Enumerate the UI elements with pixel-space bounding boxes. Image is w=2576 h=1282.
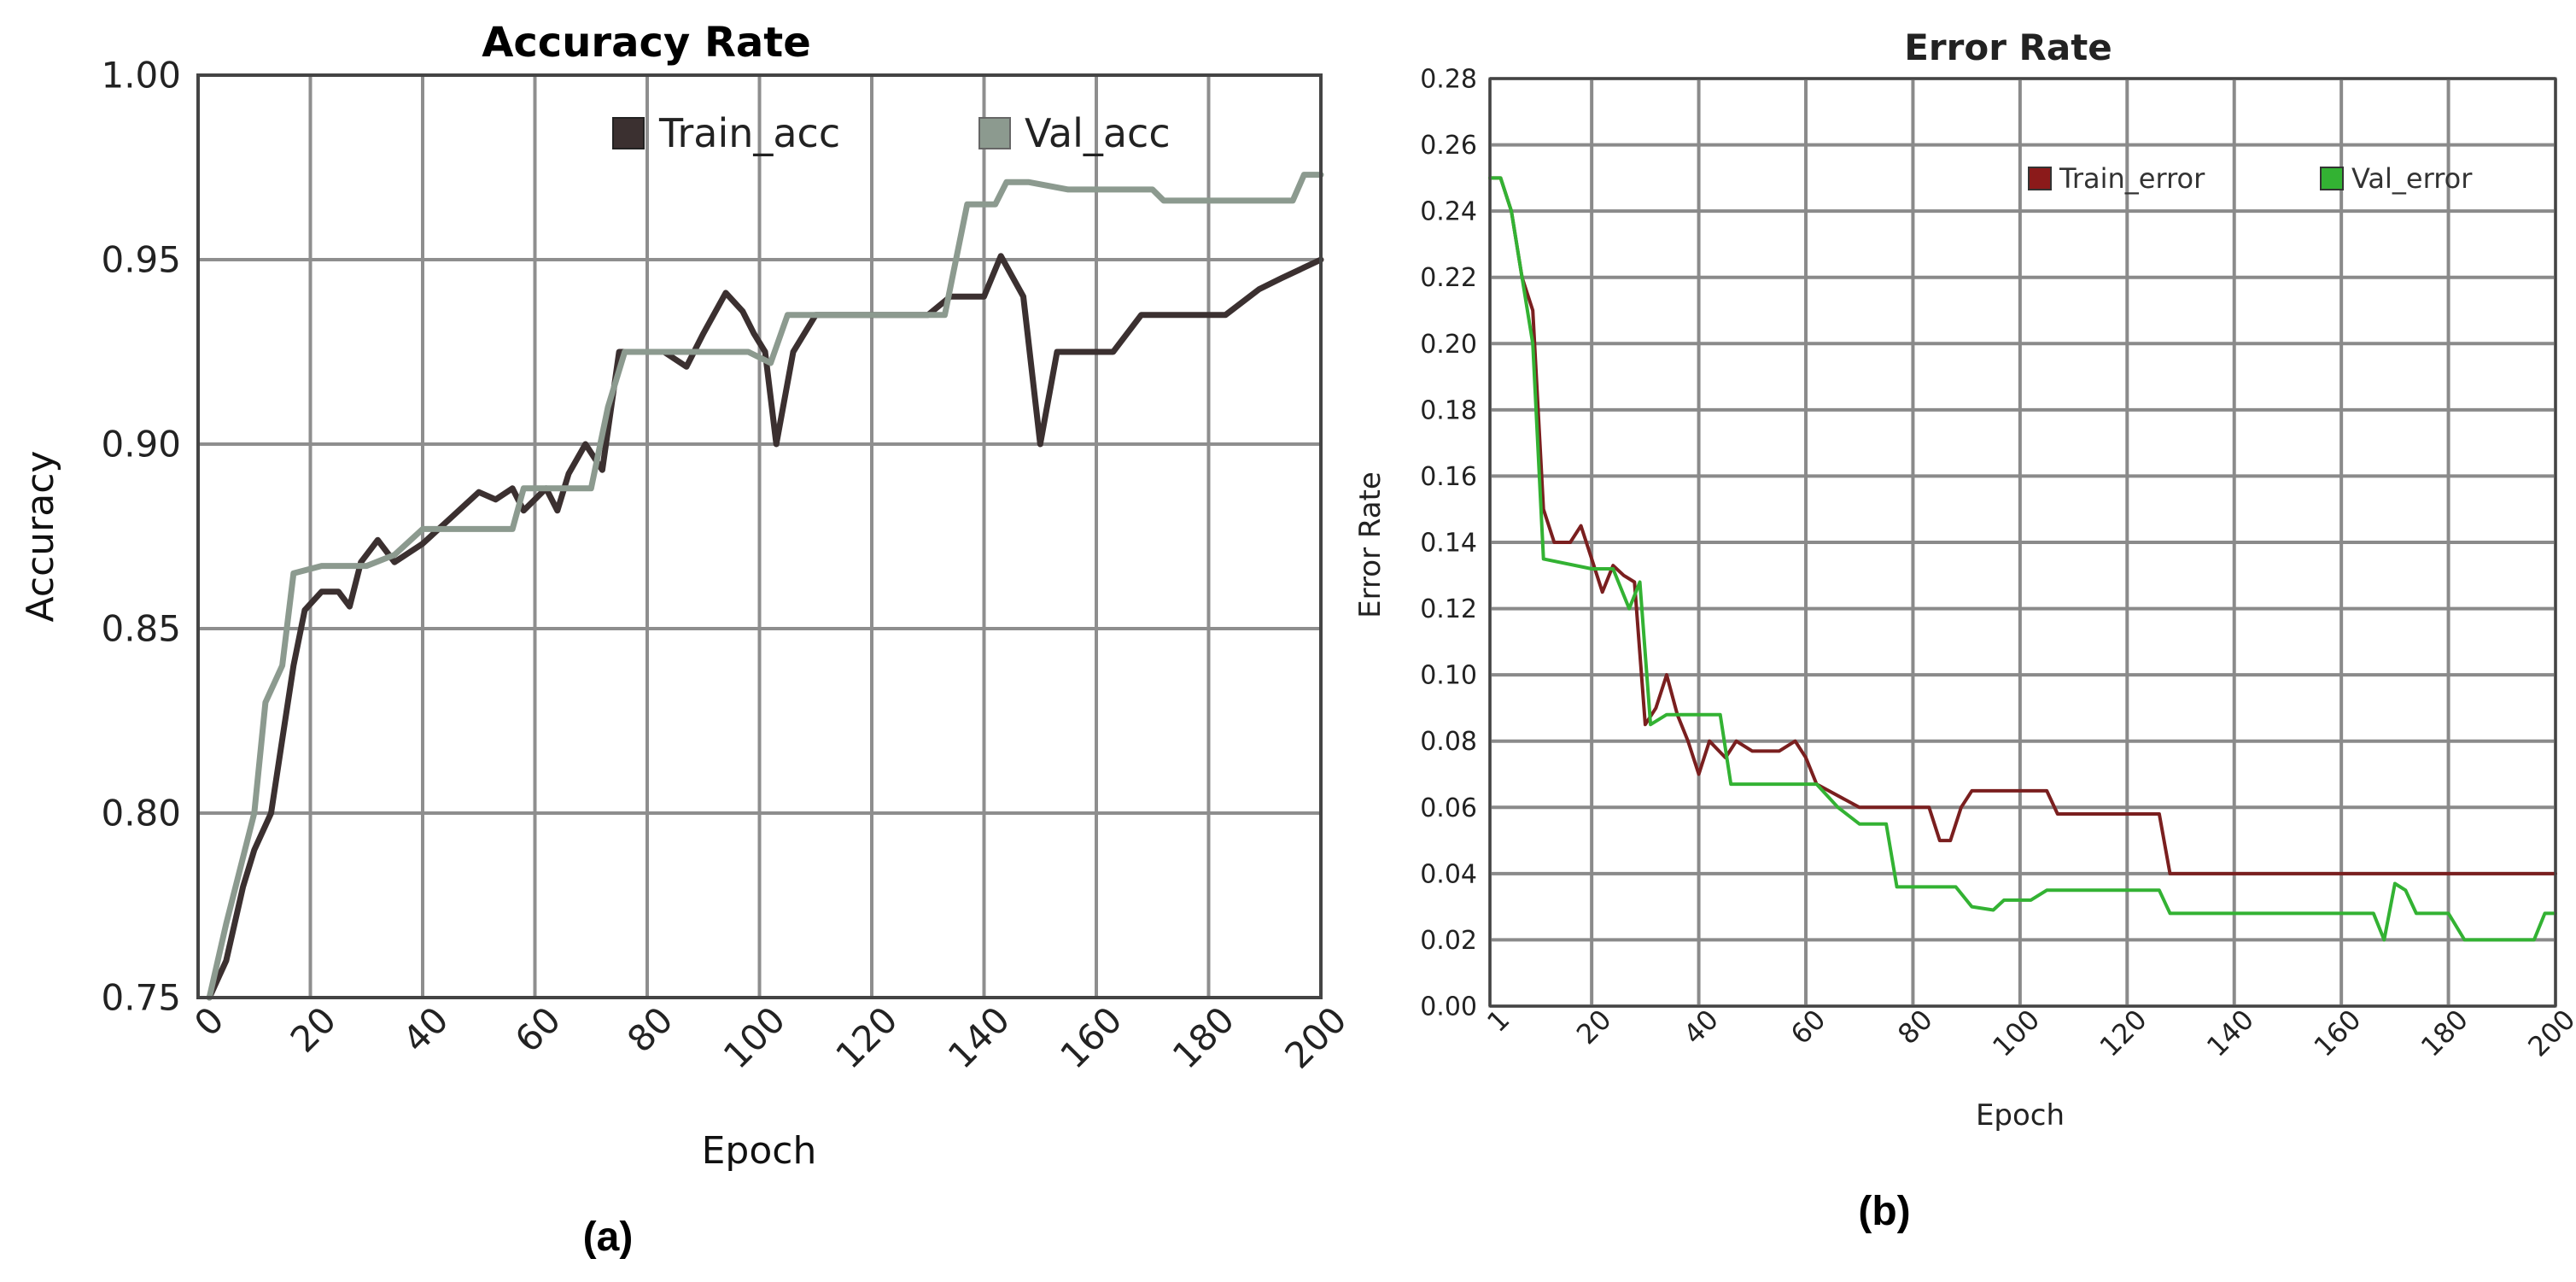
legend-swatch-train-acc: [612, 117, 645, 149]
y-tick-label: 0.12: [1420, 594, 1477, 624]
legend-swatch-val-error: [2320, 167, 2344, 190]
series-line-train-error: [1488, 176, 2557, 875]
legend-label-val-error: Val_error: [2351, 162, 2473, 195]
error-y-axis-label: Error Rate: [1353, 471, 1387, 618]
y-tick-label: 0.26: [1420, 131, 1477, 161]
error-chart-title: Error Rate: [1904, 26, 2112, 68]
error-x-axis-label: Epoch: [1976, 1098, 2065, 1133]
y-tick-label: 0.28: [1420, 65, 1477, 95]
y-tick-label: 0.85: [101, 608, 181, 650]
y-tick-label: 0.24: [1420, 197, 1477, 227]
y-tick-label: 0.06: [1420, 793, 1477, 823]
error-series: [1488, 176, 2557, 942]
y-tick-label: 0.80: [101, 793, 181, 834]
accuracy-y-axis-label: Accuracy: [19, 451, 62, 623]
y-tick-label: 0.10: [1420, 661, 1477, 691]
legend-swatch-val-acc: [978, 117, 1011, 149]
y-tick-label: 0.14: [1420, 529, 1477, 559]
y-tick-label: 0.90: [101, 424, 181, 465]
accuracy-series: [206, 172, 1324, 1001]
error-y-tick-labels: 0.00 0.02 0.04 0.06 0.08 0.10 0.12 0.14 0.16 0.18…: [1420, 65, 1477, 1022]
legend-swatch-train-error: [2028, 167, 2052, 190]
y-tick-label: 0.02: [1420, 926, 1477, 956]
legend-label-train-error: Train_error: [2059, 162, 2205, 195]
y-tick-label: 0.00: [1420, 992, 1477, 1022]
series-line-val-error: [1488, 176, 2557, 942]
y-tick-label: 0.75: [101, 977, 181, 1019]
error-plot-frame: [1488, 77, 2557, 1008]
accuracy-legend: Train_acc Val_acc: [612, 110, 1171, 156]
series-line-val-acc: [206, 172, 1324, 1001]
accuracy-plot-frame: [196, 73, 1323, 999]
y-tick-label: 0.16: [1420, 462, 1477, 492]
y-tick-label: 0.20: [1420, 330, 1477, 360]
error-chart: Error Rate 0.000.020.040.060.080.100.120…: [1353, 26, 2576, 1234]
accuracy-chart-title: Accuracy Rate: [482, 19, 811, 67]
y-tick-label: 0.95: [101, 239, 181, 281]
error-chart-caption: (b): [1858, 1189, 1910, 1234]
error-legend: Train_error Val_error: [2028, 162, 2473, 195]
y-tick-label: 0.18: [1420, 395, 1477, 425]
y-tick-label: 0.22: [1420, 263, 1477, 293]
accuracy-x-axis-label: Epoch: [702, 1129, 817, 1173]
y-tick-label: 0.04: [1420, 859, 1477, 889]
accuracy-y-tick-labels: 0.75 0.80 0.85 0.90 0.95 1.00: [101, 55, 181, 1019]
accuracy-chart-caption: (a): [583, 1215, 634, 1260]
y-tick-label: 0.08: [1420, 727, 1477, 757]
legend-label-train-acc: Train_acc: [658, 110, 840, 156]
series-line-train-acc: [206, 253, 1324, 1001]
legend-label-val-acc: Val_acc: [1025, 110, 1171, 156]
y-tick-label: 1.00: [101, 55, 181, 97]
